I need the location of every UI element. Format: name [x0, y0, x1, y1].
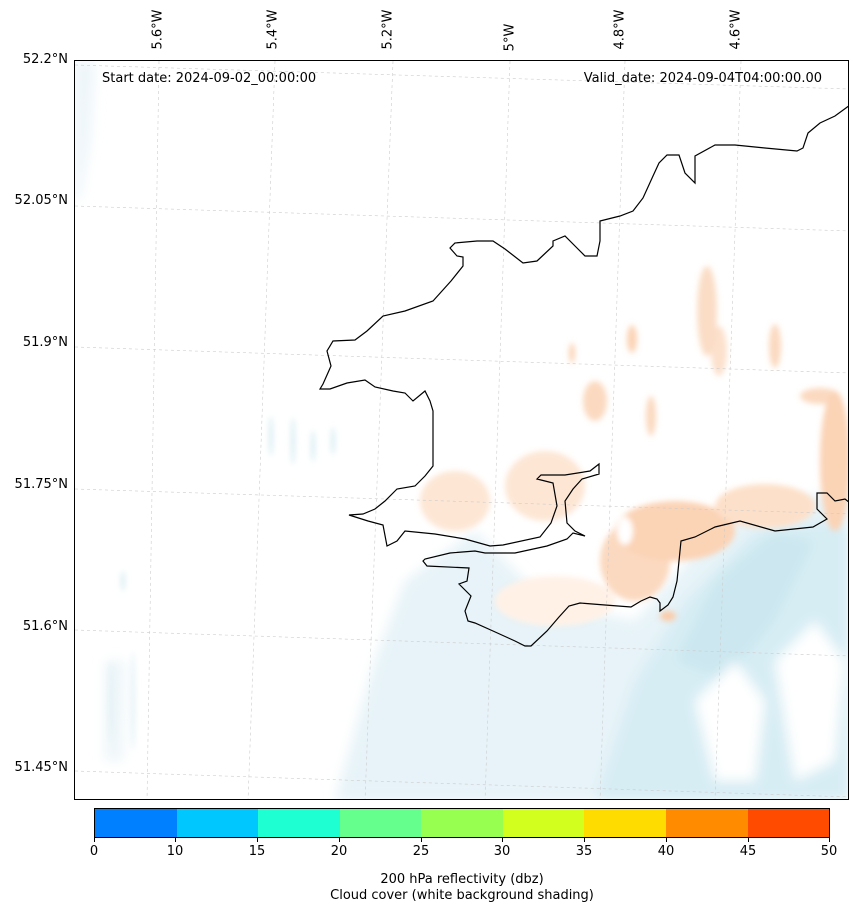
colorbar-segment [747, 809, 830, 837]
colorbar-tick-label: 0 [89, 844, 99, 859]
colorbar-segment [258, 809, 340, 837]
lon-label-5-4w: 5.4°W [265, 9, 281, 50]
lon-label-5w: 5°W [502, 23, 518, 52]
lat-label-51-9n: 51.9°N [22, 335, 68, 350]
colorbar-segment [665, 809, 748, 837]
lat-label-51-75n: 51.75°N [14, 477, 68, 492]
lon-label-5-2w: 5.2°W [380, 9, 396, 50]
reflectivity-shading [420, 266, 848, 626]
map-panel: Start date: 2024-09-02_00:00:00 Valid_da… [74, 60, 849, 800]
colorbar-tick-label: 15 [248, 844, 266, 859]
colorbar-segment [502, 809, 585, 837]
colorbar-segment [584, 809, 666, 837]
colorbar-tick-label: 50 [820, 844, 838, 859]
cloud-cover-shading [75, 61, 848, 799]
colorbar-tick-label: 40 [657, 844, 675, 859]
colorbar-tick-label: 10 [166, 844, 184, 859]
valid-date-label: Valid_date: 2024-09-04T04:00:00.00 [583, 71, 822, 86]
lat-label-51-6n: 51.6°N [22, 619, 68, 634]
lat-label-51-45n: 51.45°N [14, 760, 68, 775]
lon-label-5-6w: 5.6°W [150, 9, 166, 50]
start-date-label: Start date: 2024-09-02_00:00:00 [102, 71, 317, 86]
colorbar-sublabel: Cloud cover (white background shading) [330, 888, 594, 903]
lon-label-4-8w: 4.8°W [612, 9, 628, 50]
lat-label-52-2n: 52.2°N [22, 52, 68, 67]
colorbar-segment [95, 809, 177, 837]
lon-label-4-6w: 4.6°W [728, 9, 744, 50]
colorbar [94, 808, 830, 838]
coastline [318, 105, 848, 647]
colorbar-tick-label: 30 [493, 844, 511, 859]
colorbar-segment [176, 809, 259, 837]
colorbar-tick-label: 35 [575, 844, 593, 859]
colorbar-label: 200 hPa reflectivity (dbz) [380, 872, 544, 887]
colorbar-segment [339, 809, 422, 837]
colorbar-tick-label: 20 [330, 844, 348, 859]
colorbar-tick-label: 45 [739, 844, 757, 859]
colorbar-tick-label: 25 [412, 844, 430, 859]
lat-label-52-05n: 52.05°N [14, 193, 68, 208]
map-canvas [75, 61, 848, 799]
cloud-streaks [109, 416, 335, 751]
colorbar-segment [421, 809, 503, 837]
